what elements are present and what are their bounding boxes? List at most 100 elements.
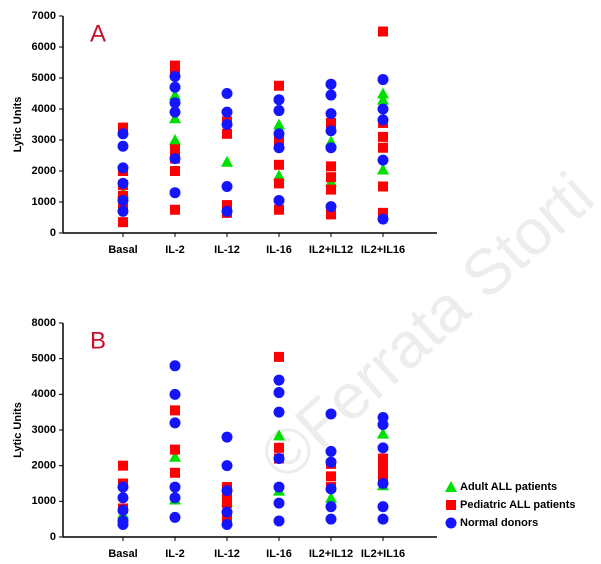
data-point: [117, 492, 129, 504]
y-tick-label: 4000: [32, 103, 56, 115]
data-point: [377, 74, 389, 86]
data-point: [273, 497, 285, 509]
data-point: [378, 181, 388, 192]
data-point: [273, 118, 285, 130]
data-point: [117, 481, 129, 493]
data-point: [169, 481, 181, 493]
data-point: [377, 114, 389, 126]
data-point: [377, 103, 389, 115]
data-point: [221, 205, 233, 217]
data-point: [169, 450, 181, 462]
data-point: [221, 519, 233, 531]
data-point: [377, 427, 389, 439]
x-tick-label: IL-12: [214, 244, 240, 256]
y-axis-label: Lytic Units: [12, 97, 24, 153]
x-tick-label: IL2+IL16: [361, 548, 405, 560]
data-point: [169, 97, 181, 109]
y-tick-label: 4000: [32, 388, 56, 400]
data-point: [169, 112, 181, 124]
data-point: [169, 70, 181, 82]
data-point: [325, 483, 337, 495]
data-point: [170, 60, 180, 71]
data-point: [169, 134, 181, 145]
data-point: [326, 117, 336, 128]
data-point: [274, 351, 284, 362]
data-point: [118, 122, 128, 133]
y-axis-label: Lytic Units: [12, 402, 24, 458]
y-tick-label: 0: [50, 531, 56, 543]
data-point: [273, 169, 285, 181]
data-point: [273, 142, 285, 154]
data-point: [169, 417, 181, 429]
y-tick-label: 1000: [32, 495, 56, 507]
x-tick-label: IL-16: [266, 244, 292, 256]
data-point: [117, 194, 129, 206]
data-point: [325, 125, 337, 137]
data-point: [325, 108, 337, 120]
legend-marker: [445, 481, 457, 492]
x-tick-label: Basal: [108, 244, 137, 256]
y-tick-label: 6000: [32, 41, 56, 53]
data-point: [377, 87, 389, 99]
x-tick-label: IL-12: [214, 548, 240, 560]
data-point: [170, 467, 180, 478]
watermark: ©Ferrata Storti: [246, 159, 601, 494]
data-point: [378, 207, 388, 218]
x-tick-label: Basal: [108, 548, 137, 560]
data-point: [326, 209, 336, 220]
data-point: [169, 492, 181, 504]
data-point: [170, 166, 180, 176]
data-point: [378, 26, 388, 37]
data-point: [325, 491, 337, 503]
data-point: [325, 445, 337, 457]
y-tick-label: 2000: [32, 460, 56, 472]
data-point: [221, 106, 233, 118]
x-tick-label: IL2+IL12: [309, 244, 353, 256]
data-point: [221, 460, 233, 472]
data-point: [221, 181, 233, 192]
y-tick-label: 3000: [32, 424, 56, 436]
legend-label: Normal donors: [460, 517, 538, 529]
data-point: [118, 460, 128, 471]
data-point: [273, 128, 285, 140]
data-point: [377, 93, 389, 105]
legend-label: Adult ALL patients: [460, 481, 557, 493]
panel-label: A: [90, 20, 106, 47]
data-point: [169, 89, 181, 101]
data-point: [377, 419, 389, 431]
data-point: [117, 177, 129, 189]
x-tick-label: IL-2: [165, 244, 185, 256]
data-point: [273, 515, 285, 527]
data-point: [325, 201, 337, 213]
data-point: [273, 406, 285, 418]
data-point: [325, 456, 337, 468]
data-point: [378, 467, 388, 478]
data-point: [274, 159, 284, 170]
data-point: [377, 513, 389, 525]
data-point: [117, 162, 129, 174]
data-point: [221, 506, 233, 518]
data-point: [325, 89, 337, 101]
data-point: [169, 388, 181, 400]
data-point: [273, 105, 285, 117]
x-tick-label: IL2+IL16: [361, 244, 405, 256]
y-tick-label: 2000: [32, 165, 56, 177]
data-point: [117, 519, 129, 531]
data-point: [222, 498, 232, 509]
data-point: [118, 217, 128, 228]
data-point: [273, 387, 285, 399]
legend-marker: [446, 500, 456, 510]
data-point: [169, 153, 181, 165]
data-point: [326, 471, 336, 482]
data-point: [377, 442, 389, 454]
data-point: [326, 172, 336, 183]
data-point: [170, 405, 180, 416]
data-point: [221, 485, 233, 497]
data-point: [274, 178, 284, 189]
data-point: [273, 194, 285, 206]
data-point: [274, 204, 284, 215]
data-point: [273, 453, 285, 465]
panel-label: B: [90, 327, 106, 354]
y-tick-label: 5000: [32, 353, 56, 365]
data-point: [377, 213, 389, 225]
